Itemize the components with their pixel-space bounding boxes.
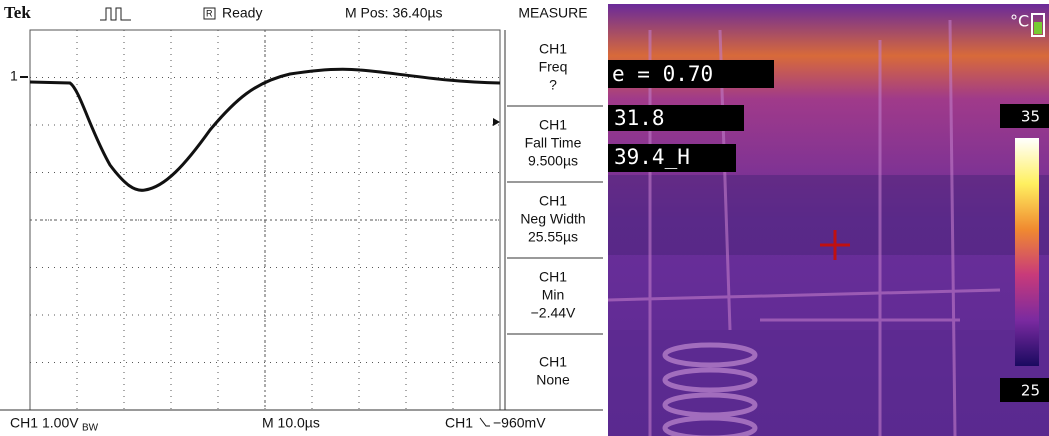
footer-timebase: M 10.0µs — [262, 415, 320, 431]
color-scale — [1015, 138, 1039, 366]
channel-marker: 1 — [10, 68, 18, 84]
measurement-text: CH1 — [539, 117, 567, 133]
measurement-text: None — [536, 372, 570, 388]
run-icon-letter: R — [206, 8, 213, 18]
scale-min: 25 — [1021, 382, 1040, 400]
footer-channel: CH1 — [10, 415, 38, 431]
scale-max: 35 — [1021, 108, 1040, 126]
spot-box — [608, 105, 744, 131]
measurement-text: 25.55µs — [528, 229, 578, 245]
footer-trigger-channel: CH1 — [445, 415, 473, 431]
scale-min-box — [1000, 378, 1049, 402]
level-marker — [493, 118, 500, 126]
emissivity-box — [608, 60, 774, 88]
waveform — [29, 67, 501, 192]
battery-level — [1034, 22, 1042, 34]
structure — [608, 175, 1049, 255]
measurement-text: CH1 — [539, 41, 567, 57]
insulator — [662, 342, 758, 436]
measurement-text: Fall Time — [525, 135, 582, 151]
grid — [30, 30, 500, 410]
max-box — [608, 144, 736, 172]
measurement-text: CH1 — [539, 193, 567, 209]
footer-scale: 1.00V — [42, 415, 79, 431]
footer-bw: BW — [82, 423, 99, 434]
measurements: CH1 Freq? CH1 Fall Time 9.500µs CH1 Neg Width 2… — [507, 41, 603, 388]
measurement-text: 9.500µs — [528, 153, 578, 169]
position: M Pos: 36.40µs — [345, 5, 443, 21]
measurement-text: CH1 — [539, 269, 567, 285]
run-icon — [203, 7, 216, 20]
measurement-text: Neg Width — [520, 211, 585, 227]
trigger-icon — [100, 7, 131, 21]
measurement-text: CH1 — [539, 354, 567, 370]
spot: 31.8 — [614, 106, 665, 130]
emissivity: e = 0.70 — [612, 62, 713, 86]
crosshair — [820, 230, 850, 260]
status: Ready — [222, 5, 262, 21]
measurement-text: −2.44V — [531, 305, 576, 321]
menu-title: MEASURE — [518, 5, 587, 21]
max: 39.4_H — [614, 145, 690, 169]
unit: °C — [1010, 12, 1029, 31]
oscilloscope: Tek R Ready M Pos: 36.40µs MEASURE 1 CH1… — [0, 3, 603, 434]
brand: Tek — [4, 3, 31, 22]
battery — [1031, 13, 1045, 37]
measurement-text: Freq — [539, 59, 568, 75]
scale-max-box — [1000, 104, 1049, 128]
measurement-text: ? — [549, 77, 557, 93]
measurement-text: Min — [542, 287, 565, 303]
thermal-view: e = 0.70 31.8 39.4_H °C 35 25 — [607, 4, 1049, 436]
slope-icon — [479, 417, 490, 427]
footer-trigger-level: −960mV — [493, 415, 546, 431]
